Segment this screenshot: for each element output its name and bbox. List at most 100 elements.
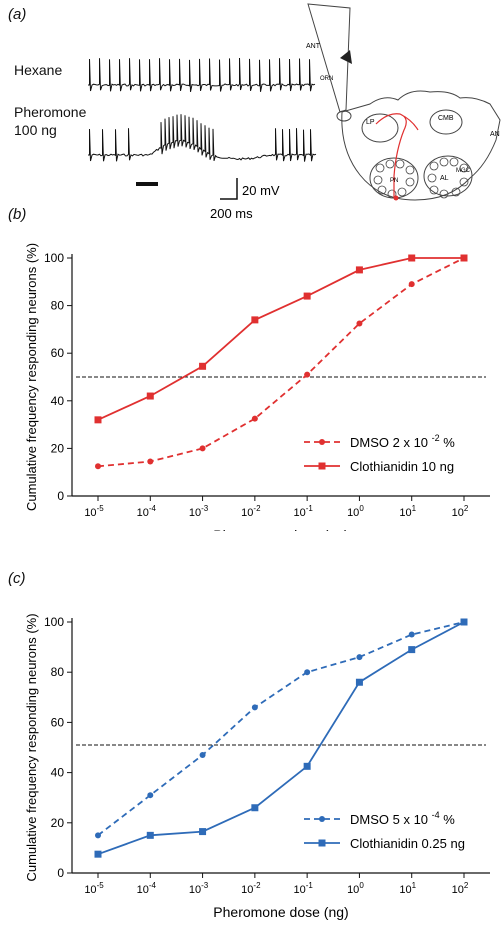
legend-marker-square <box>318 462 326 470</box>
y-tick-label: 0 <box>57 489 64 503</box>
y-axis-label: Cumulative frequency responding neurons … <box>24 613 39 881</box>
data-point-square <box>460 618 468 626</box>
scale-time-text: 200 ms <box>210 206 253 221</box>
y-tick-label: 100 <box>44 615 64 629</box>
data-point-square <box>251 804 259 812</box>
x-tick-label: 10-1 <box>293 504 313 519</box>
pheromone-label-line1: Pheromone <box>14 104 87 120</box>
x-tick-label: 10-4 <box>137 881 157 896</box>
y-tick-label: 40 <box>51 394 65 408</box>
y-tick-label: 60 <box>51 715 65 729</box>
cmb-label: CMB <box>438 115 454 122</box>
data-point-circle <box>356 320 363 327</box>
pn-label: PN <box>390 178 398 184</box>
x-tick-label: 10-5 <box>84 881 104 896</box>
x-tick-label: 10-4 <box>137 504 157 519</box>
series-line-1 <box>97 257 465 468</box>
x-tick-label: 101 <box>399 504 416 519</box>
data-point-circle <box>251 415 258 422</box>
glomeruli-left <box>373 159 415 199</box>
y-tick-label: 20 <box>51 441 65 455</box>
lp-region <box>361 113 399 143</box>
mgc-label: MGC <box>456 168 471 174</box>
data-point-square <box>355 266 363 274</box>
antenna-outline <box>307 3 351 113</box>
data-point-square <box>199 828 207 836</box>
legend-label-2: Clothianidin 10 ng <box>350 459 454 474</box>
stimulus-bar <box>136 182 158 186</box>
series-line-2 <box>97 257 464 421</box>
orn-label: ORN <box>320 76 333 82</box>
y-tick-label: 0 <box>57 866 64 880</box>
legend-marker-square <box>318 839 326 847</box>
glomeruli-right <box>427 157 469 199</box>
x-tick-label: 10-1 <box>293 881 313 896</box>
data-point-circle <box>199 752 206 759</box>
brain-outline <box>341 90 501 201</box>
y-tick-label: 60 <box>51 346 65 360</box>
data-point-circle <box>147 792 154 799</box>
panel-c-letter: (c) <box>8 570 26 587</box>
chart-b: 0 20 40 60 80 100 10-5 10-4 10-3 10-2 10-1 100 101 10… <box>24 243 490 531</box>
series-line-2 <box>97 621 465 856</box>
y-axis-label: Cumulative frequency responding neurons … <box>24 243 39 511</box>
data-point-circle <box>199 445 206 452</box>
data-point-circle <box>408 631 415 638</box>
x-tick-label: 10-5 <box>84 504 104 519</box>
data-point-circle <box>95 463 101 470</box>
hexane-label: Hexane <box>14 62 63 78</box>
pheromone-trace <box>88 114 317 162</box>
legend-marker-circle <box>319 816 325 822</box>
lp-label: LP <box>366 119 375 126</box>
data-point-circle <box>304 669 311 676</box>
y-tick-label: 80 <box>51 299 65 313</box>
data-point-square <box>251 316 259 324</box>
data-point-square <box>408 254 416 262</box>
pheromone-label-line2: 100 ng <box>14 122 57 138</box>
series-line-1 <box>97 621 465 837</box>
data-point-circle <box>304 371 311 378</box>
x-axis-label: Pheromone dose (ng) <box>213 527 348 531</box>
right-antennal-lobe <box>423 155 473 197</box>
data-point-square <box>146 831 154 839</box>
electrophysiology-traces: 20 mV <box>88 57 317 200</box>
data-point-square <box>199 362 207 370</box>
y-tick-label: 20 <box>51 816 65 830</box>
data-point-square <box>460 254 468 262</box>
data-point-square <box>355 678 363 686</box>
ant-label: ANT <box>306 43 321 50</box>
legend-marker-circle <box>319 439 325 445</box>
data-point-square <box>303 762 311 770</box>
brain-schematic: ANT ORN LP CMB AN PN AL MGC <box>306 3 501 201</box>
x-tick-label: 100 <box>347 504 364 519</box>
legend-label-1: DMSO 2 x 10 -2 % <box>350 433 455 450</box>
x-tick-label: 10-2 <box>241 504 261 519</box>
al-label: AL <box>440 175 449 182</box>
data-point-circle <box>356 654 363 661</box>
data-point-circle <box>408 281 415 288</box>
scale-time-holder: 200 ms <box>210 206 253 221</box>
cmb-region <box>429 109 463 135</box>
scale-bar <box>220 178 238 200</box>
x-tick-label: 101 <box>399 881 416 896</box>
y-tick-label: 100 <box>44 251 64 265</box>
data-point-square <box>146 392 154 400</box>
panel-b-letter: (b) <box>8 206 27 223</box>
x-tick-label: 100 <box>347 881 364 896</box>
electrode-icon <box>340 50 352 64</box>
y-tick-label: 40 <box>51 766 65 780</box>
an-label: AN <box>490 131 500 138</box>
x-tick-label: 10-2 <box>241 881 261 896</box>
legend-label-2: Clothianidin 0.25 ng <box>350 836 465 851</box>
x-tick-label: 10-3 <box>189 881 209 896</box>
scale-voltage-label: 20 mV <box>242 183 280 198</box>
data-point-square <box>94 416 102 424</box>
hexane-trace <box>88 57 316 93</box>
data-point-square <box>303 292 311 300</box>
data-point-square <box>94 850 102 858</box>
data-point-circle <box>251 704 258 711</box>
x-tick-label: 102 <box>452 504 469 519</box>
data-point-square <box>408 646 416 654</box>
x-tick-label: 102 <box>452 881 469 896</box>
data-point-circle <box>147 458 154 465</box>
